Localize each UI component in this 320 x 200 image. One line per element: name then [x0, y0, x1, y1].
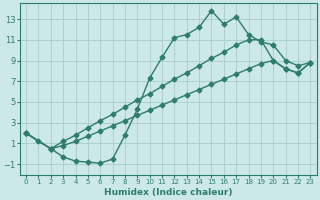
X-axis label: Humidex (Indice chaleur): Humidex (Indice chaleur)	[104, 188, 232, 197]
